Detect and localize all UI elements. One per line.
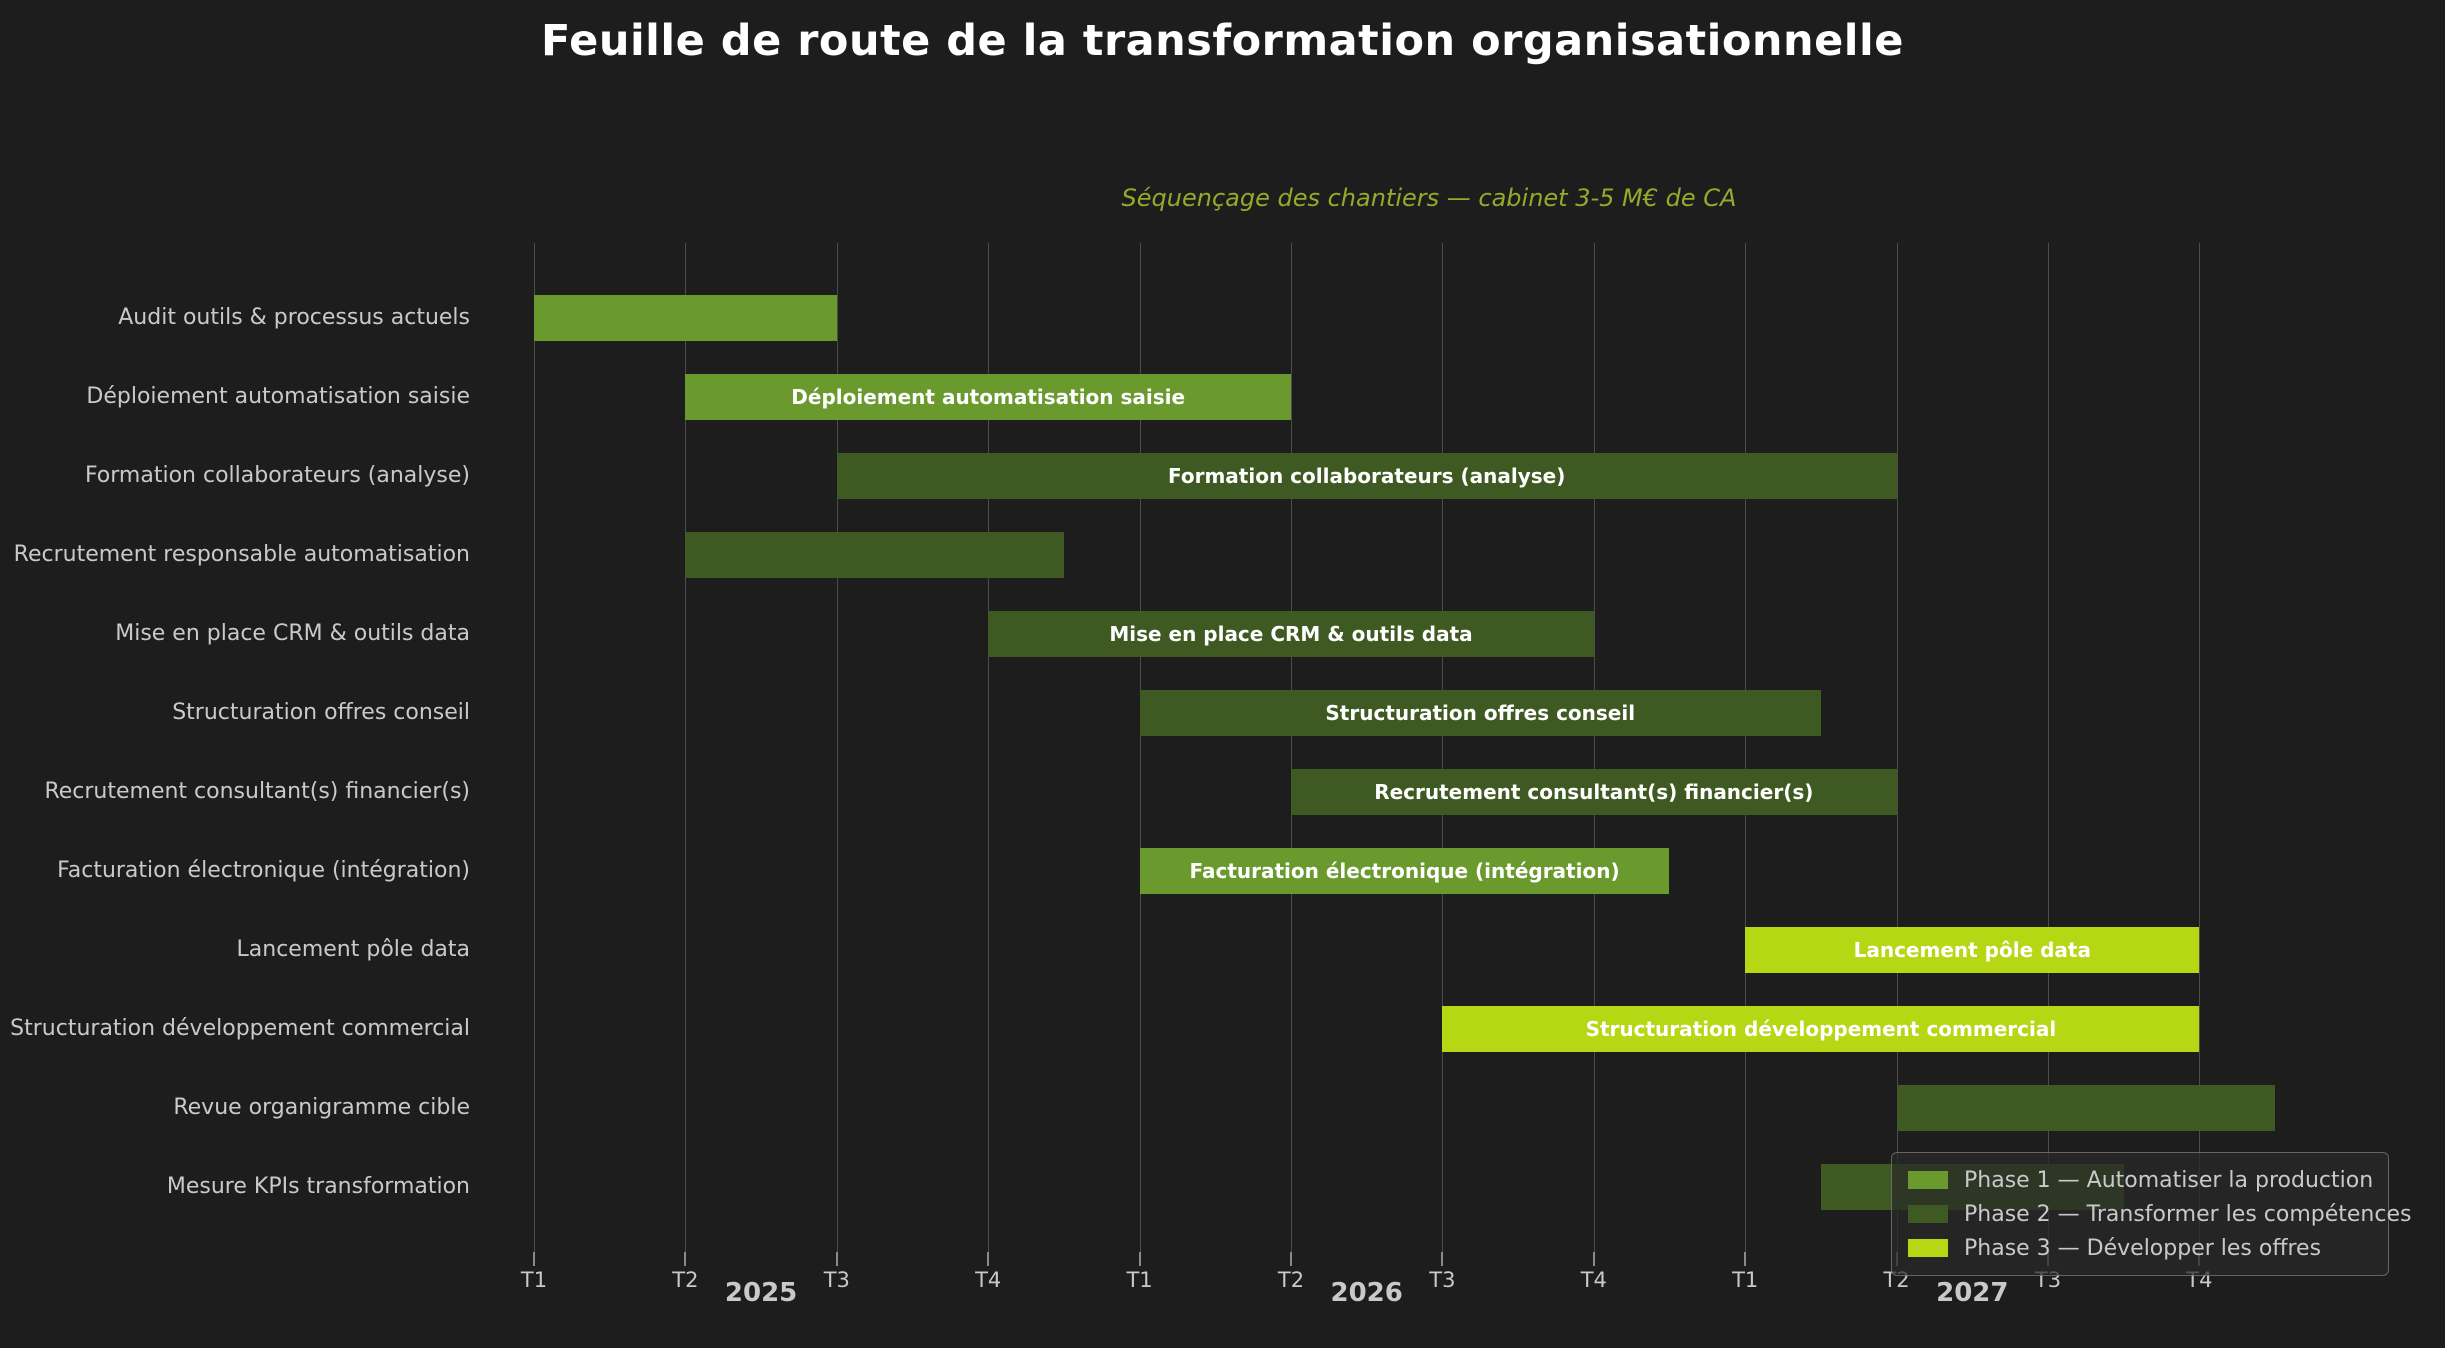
x-tick-label: T3 [823,1268,850,1292]
x-tick-mark [835,1252,838,1266]
chart-subtitle: Séquençage des chantiers — cabinet 3-5 M… [1121,184,1737,212]
category-label: Mise en place CRM & outils data [115,620,470,646]
category-label: Mesure KPIs transformation [166,1173,470,1199]
x-tick-mark [1441,1252,1444,1266]
legend: Phase 1 — Automatiser la production Phas… [1891,1152,2411,1276]
bar-label: Mise en place CRM & outils data [1109,621,1473,646]
gantt-bar [685,531,1064,578]
x-tick-mark [1592,1252,1595,1266]
x-tick-label: T2 [672,1268,699,1292]
gantt-bar: Structuration offres conseil [1139,689,1821,736]
year-label: 2026 [1330,1278,1403,1308]
legend-label: Phase 3 — Développer les offres [1964,1235,2322,1261]
x-tick-mark [987,1252,990,1266]
phase3-swatch [1908,1239,1948,1257]
x-tick-mark [1138,1252,1141,1266]
bar-label: Structuration développement commercial [1585,1016,2057,1041]
category-label: Déploiement automatisation saisie [86,383,470,409]
phase1-swatch [1908,1171,1948,1189]
category-label: Recrutement responsable automatisation [13,541,470,567]
quarter-gridline [1442,243,1444,1252]
quarter-gridline [988,243,990,1252]
quarter-gridline [2048,243,2049,1252]
quarter-gridline [534,243,535,1252]
bar-label: Déploiement automatisation saisie [791,384,1186,409]
category-label: Structuration offres conseil [172,699,470,725]
x-tick-label: T2 [1277,1268,1305,1292]
x-tick-label: T3 [1429,1268,1456,1292]
x-tick-mark [533,1252,535,1266]
quarter-gridline [836,243,838,1252]
category-label: Revue organigramme cible [173,1094,470,1120]
year-label: 2025 [724,1278,798,1308]
x-tick-label: T4 [1580,1268,1607,1292]
gantt-bar: Mise en place CRM & outils data [988,610,1594,657]
legend-item: Phase 2 — Transformer les compétences [1908,1202,2411,1227]
gantt-bar: Structuration développement commercial [1442,1005,2200,1052]
year-label: 2027 [1936,1278,2009,1308]
x-tick-label: T1 [1126,1268,1153,1292]
bar-label: Facturation électronique (intégration) [1189,858,1620,883]
gantt-bar: Déploiement automatisation saisie [685,373,1291,420]
quarter-gridline [1139,243,1141,1252]
category-label: Structuration développement commercial [10,1015,470,1041]
quarter-gridline [1593,243,1595,1252]
category-label: Audit outils & processus actuels [118,304,470,330]
bar-label: Recrutement consultant(s) financier(s) [1374,779,1814,804]
x-tick-mark [1290,1252,1292,1266]
bar-label: Lancement pôle data [1853,937,2091,962]
bar-label: Structuration offres conseil [1325,700,1636,725]
gantt-bar: Lancement pôle data [1745,926,2200,973]
gantt-bar: Facturation électronique (intégration) [1139,847,1670,894]
page-title: Feuille de route de la transformation or… [541,16,1904,66]
category-label: Formation collaborateurs (analyse) [84,462,470,488]
x-tick-label: T4 [975,1268,1002,1292]
phase2-swatch [1908,1205,1948,1223]
quarter-gridline [685,243,687,1252]
legend-label: Phase 2 — Transformer les compétences [1964,1201,2412,1227]
x-tick-mark [1744,1252,1747,1266]
quarter-gridline [1896,243,1898,1252]
category-label: Facturation électronique (intégration) [57,857,470,883]
quarter-gridline [1745,243,1747,1252]
gantt-bar: Formation collaborateurs (analyse) [836,452,1897,499]
bar-label: Formation collaborateurs (analyse) [1168,463,1566,488]
quarter-gridline [2199,243,2201,1252]
x-tick-label: T1 [1732,1268,1759,1292]
category-label: Recrutement consultant(s) financier(s) [44,778,470,804]
gantt-bar [534,294,837,341]
legend-item: Phase 3 — Développer les offres [1908,1236,2372,1261]
legend-label: Phase 1 — Automatiser la production [1964,1167,2374,1193]
x-tick-mark [684,1252,687,1266]
gantt-bar: Recrutement consultant(s) financier(s) [1291,768,1897,815]
x-tick-label: T1 [520,1268,548,1292]
gantt-bar [1896,1084,2276,1131]
quarter-gridline [1291,243,1292,1252]
category-label: Lancement pôle data [236,936,470,962]
legend-item: Phase 1 — Automatiser la production [1908,1167,2374,1193]
